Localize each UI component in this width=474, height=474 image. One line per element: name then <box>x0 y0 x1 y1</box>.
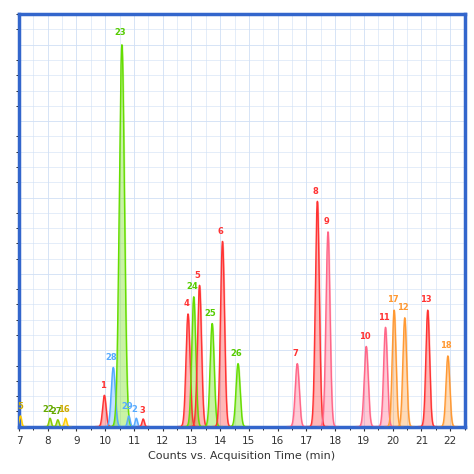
Text: 13: 13 <box>420 295 432 304</box>
Text: 23: 23 <box>114 28 126 37</box>
Text: 2: 2 <box>132 405 138 414</box>
Text: 9: 9 <box>323 217 329 226</box>
Text: 16: 16 <box>58 405 70 414</box>
Text: 7: 7 <box>292 349 298 358</box>
Text: 22: 22 <box>42 405 54 414</box>
Text: 24: 24 <box>186 282 198 291</box>
Text: 4: 4 <box>183 299 189 308</box>
X-axis label: Counts vs. Acquisition Time (min): Counts vs. Acquisition Time (min) <box>148 451 335 461</box>
Text: 8: 8 <box>313 187 319 196</box>
Text: 5: 5 <box>195 271 201 280</box>
Text: 18: 18 <box>440 341 452 350</box>
Text: 26: 26 <box>230 349 242 358</box>
Text: 12: 12 <box>397 303 409 312</box>
Text: 29: 29 <box>121 402 133 411</box>
Text: 27: 27 <box>51 407 62 416</box>
Text: 11: 11 <box>378 312 390 321</box>
Text: 10: 10 <box>359 332 370 341</box>
Text: 3: 3 <box>139 406 145 415</box>
Text: 6: 6 <box>218 227 224 236</box>
Text: 28: 28 <box>106 354 118 363</box>
Text: 25: 25 <box>205 309 216 318</box>
Text: 5: 5 <box>18 402 23 411</box>
Text: 17: 17 <box>387 295 398 304</box>
Text: 1: 1 <box>100 381 106 390</box>
